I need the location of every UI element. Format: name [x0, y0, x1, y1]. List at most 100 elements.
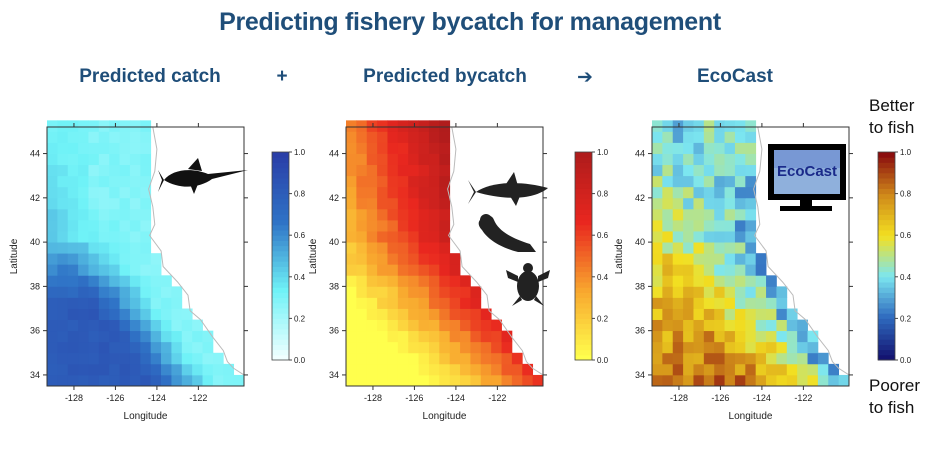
- heatmap-cell: [672, 297, 684, 309]
- heatmap-cell: [693, 319, 705, 332]
- heatmap-cell: [724, 297, 736, 309]
- heatmap-cell: [47, 120, 58, 132]
- heatmap-cell: [428, 352, 440, 365]
- heatmap-cell: [109, 363, 120, 376]
- colorbar-step: [878, 219, 895, 226]
- heatmap-cell: [346, 275, 357, 287]
- heatmap-cell: [693, 297, 705, 309]
- colorbar-step: [878, 287, 895, 293]
- heatmap-cell: [672, 319, 684, 332]
- heatmap-cell: [366, 208, 378, 221]
- colorbar-step: [272, 339, 289, 345]
- heatmap-cell: [449, 374, 461, 387]
- heatmap-cell: [67, 341, 79, 354]
- heatmap-cell: [672, 275, 684, 287]
- heatmap-cell: [491, 363, 502, 376]
- heatmap-cell: [672, 352, 684, 365]
- heatmap-cell: [98, 297, 110, 309]
- heatmap-cell: [745, 131, 757, 143]
- heatmap-cell: [714, 219, 725, 232]
- heatmap-cell: [418, 231, 430, 243]
- heatmap-cell: [408, 142, 419, 154]
- heatmap-cell: [129, 164, 141, 177]
- heatmap-cell: [683, 120, 694, 132]
- heatmap-cell: [387, 264, 399, 276]
- heatmap-cell: [797, 319, 808, 332]
- heatmap-cell: [662, 319, 674, 332]
- heatmap-cell: [109, 275, 120, 287]
- heatmap-cell: [88, 131, 100, 143]
- heatmap-cell: [346, 153, 357, 166]
- heatmap-cell: [683, 286, 694, 298]
- heatmap-cell: [714, 164, 725, 177]
- colorbar-step: [878, 183, 895, 189]
- heatmap-cell: [807, 330, 819, 343]
- heatmap-cell: [745, 330, 757, 343]
- heatmap-cell: [397, 297, 409, 309]
- heatmap-cell: [724, 308, 736, 320]
- colorbar-step: [272, 271, 289, 278]
- colorbar-step: [575, 183, 592, 189]
- heatmap-cell: [522, 374, 534, 387]
- heatmap-cell: [150, 319, 162, 332]
- heatmap-cell: [745, 363, 757, 376]
- heatmap-cell: [693, 242, 705, 254]
- heatmap-cell: [766, 275, 777, 287]
- heatmap-cell: [408, 363, 419, 376]
- heatmap-cell: [129, 153, 141, 166]
- heatmap-cell: [67, 231, 79, 243]
- y-tick-label: 40: [635, 237, 645, 247]
- heatmap-cell: [88, 308, 100, 320]
- colorbar-step: [878, 297, 895, 304]
- heatmap-cell: [57, 208, 69, 221]
- colorbar-step: [878, 271, 895, 278]
- heatmap-cell: [786, 352, 798, 365]
- heatmap-cell: [47, 308, 58, 320]
- heatmap-cell: [109, 219, 120, 232]
- heatmap-cell: [129, 363, 141, 376]
- heatmap-cell: [428, 253, 440, 265]
- colorbar-step: [272, 224, 289, 231]
- colorbar-step: [878, 245, 895, 252]
- colorbar-step: [878, 204, 895, 210]
- heatmap-cell: [418, 330, 430, 343]
- heatmap-cell: [522, 363, 534, 376]
- heatmap-cell: [57, 253, 69, 265]
- heatmap-cell: [98, 242, 110, 254]
- colorbar-step: [878, 344, 895, 351]
- heatmap-cell: [652, 253, 663, 265]
- heatmap-cell: [745, 120, 757, 132]
- heatmap-cell: [693, 164, 705, 177]
- heatmap-cell: [662, 120, 674, 132]
- heatmap-cell: [755, 363, 767, 376]
- heatmap-cell: [766, 363, 777, 376]
- heatmap-cell: [672, 286, 684, 298]
- heatmap-cell: [109, 308, 120, 320]
- heatmap-cell: [724, 120, 736, 132]
- heatmap-cell: [745, 286, 757, 298]
- colorbar-step: [575, 162, 592, 169]
- heatmap-cell: [693, 197, 705, 210]
- heatmap-cell: [397, 242, 409, 254]
- heatmap-cell: [98, 308, 110, 320]
- colorbar-step: [575, 349, 592, 356]
- heatmap-cell: [714, 374, 725, 387]
- heatmap-cell: [88, 142, 100, 154]
- heatmap-cell: [418, 253, 430, 265]
- heatmap-cell: [88, 186, 100, 199]
- colorbar-tick-label: 0.8: [597, 190, 609, 199]
- colorbar-step: [878, 328, 895, 335]
- heatmap-cell: [47, 153, 58, 166]
- heatmap-cell: [662, 352, 674, 365]
- heatmap-cell: [501, 363, 513, 376]
- heatmap-cell: [119, 253, 131, 265]
- heatmap-cell: [88, 286, 100, 298]
- heatmap-cell: [672, 120, 684, 132]
- heatmap-cell: [47, 175, 58, 188]
- heatmap-cell: [366, 264, 378, 276]
- heatmap-cell: [662, 186, 674, 199]
- heatmap-cell: [734, 352, 746, 365]
- heatmap-cell: [129, 219, 141, 232]
- heatmap-cell: [67, 242, 79, 254]
- heatmap-cell: [140, 330, 152, 343]
